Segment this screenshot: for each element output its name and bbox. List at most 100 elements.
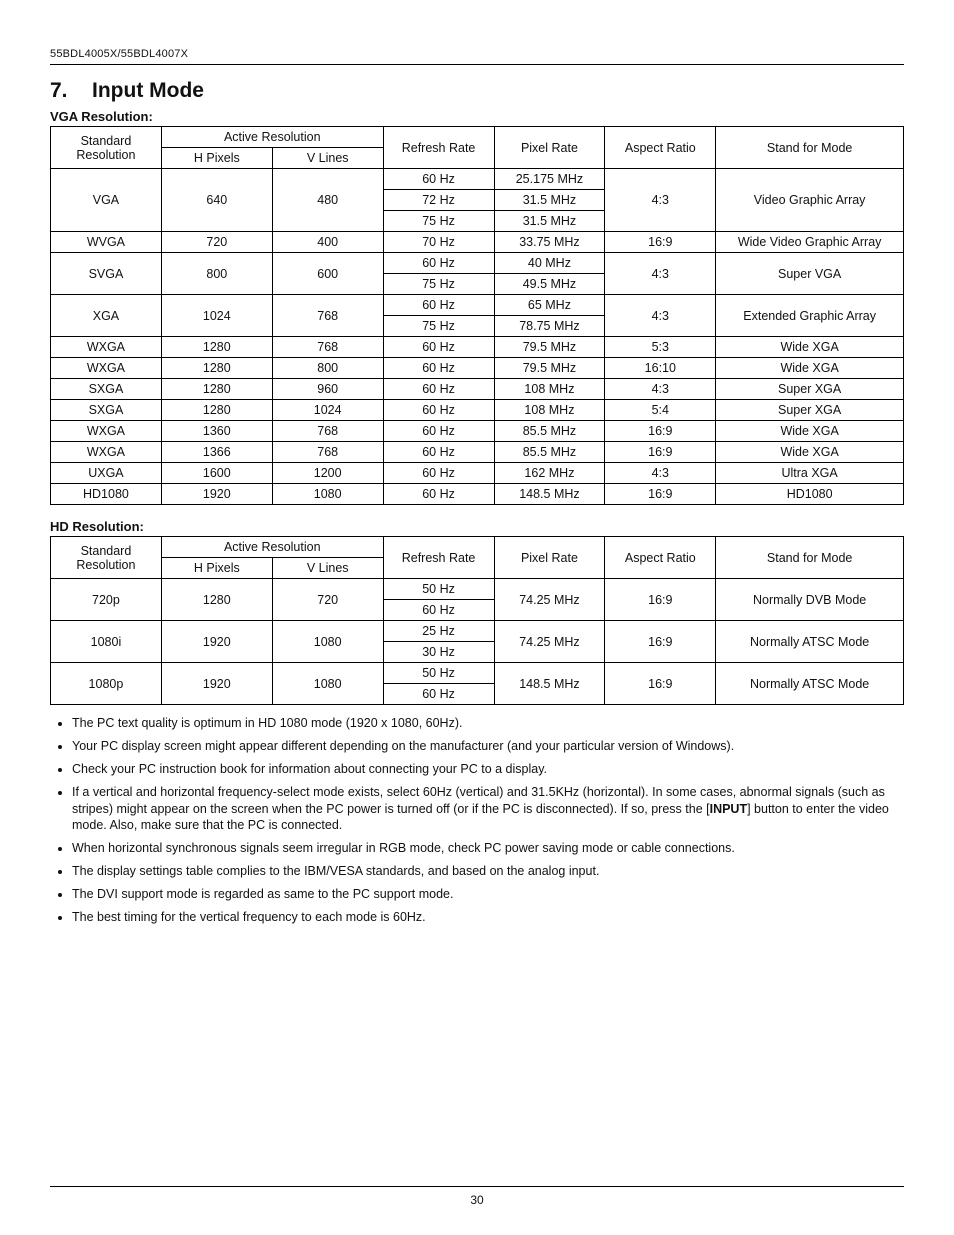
cell-hp: 640 — [161, 169, 272, 232]
cell-hp: 1920 — [161, 621, 272, 663]
cell-vl: 480 — [272, 169, 383, 232]
cell-rr: 60 Hz — [383, 295, 494, 316]
cell-pr: 31.5 MHz — [494, 190, 605, 211]
cell-rr: 60 Hz — [383, 421, 494, 442]
cell-std: WVGA — [51, 232, 162, 253]
cell-hp: 720 — [161, 232, 272, 253]
cell-ar: 16:9 — [605, 421, 716, 442]
cell-pr: 108 MHz — [494, 379, 605, 400]
vga-caption: VGA Resolution: — [50, 109, 904, 124]
table-row: HD10801920108060 Hz148.5 MHz16:9HD1080 — [51, 484, 904, 505]
cell-ar: 5:3 — [605, 337, 716, 358]
cell-hp: 800 — [161, 253, 272, 295]
cell-pr: 40 MHz — [494, 253, 605, 274]
cell-rr: 25 Hz — [383, 621, 494, 642]
cell-std: 1080p — [51, 663, 162, 705]
cell-std: UXGA — [51, 463, 162, 484]
cell-vl: 768 — [272, 421, 383, 442]
cell-ar: 16:10 — [605, 358, 716, 379]
cell-hp: 1280 — [161, 379, 272, 400]
cell-ar: 4:3 — [605, 295, 716, 337]
col-vlines: V Lines — [272, 148, 383, 169]
table-row: VGA64048060 Hz25.175 MHz4:3Video Graphic… — [51, 169, 904, 190]
section-title: 7.Input Mode — [50, 79, 904, 103]
cell-std: XGA — [51, 295, 162, 337]
cell-sm: Wide Video Graphic Array — [716, 232, 904, 253]
section-number: 7. — [50, 79, 92, 103]
cell-vl: 1080 — [272, 663, 383, 705]
cell-ar: 16:9 — [605, 663, 716, 705]
note-item: Your PC display screen might appear diff… — [72, 738, 904, 755]
cell-rr: 75 Hz — [383, 211, 494, 232]
cell-rr: 30 Hz — [383, 642, 494, 663]
cell-pr: 65 MHz — [494, 295, 605, 316]
table-row: SVGA80060060 Hz40 MHz4:3Super VGA — [51, 253, 904, 274]
table-row: WXGA128080060 Hz79.5 MHz16:10Wide XGA — [51, 358, 904, 379]
table-row: WXGA136676860 Hz85.5 MHz16:9Wide XGA — [51, 442, 904, 463]
col-pixel: Pixel Rate — [494, 127, 605, 169]
page-footer: 30 — [0, 1186, 954, 1207]
table-row: WXGA128076860 Hz79.5 MHz5:3Wide XGA — [51, 337, 904, 358]
cell-vl: 800 — [272, 358, 383, 379]
cell-ar: 4:3 — [605, 169, 716, 232]
col-stand: Stand for Mode — [716, 537, 904, 579]
table-row: WVGA72040070 Hz33.75 MHz16:9Wide Video G… — [51, 232, 904, 253]
col-stand: Stand for Mode — [716, 127, 904, 169]
col-aspect: Aspect Ratio — [605, 537, 716, 579]
table-row: SXGA128096060 Hz108 MHz4:3Super XGA — [51, 379, 904, 400]
cell-std: VGA — [51, 169, 162, 232]
cell-rr: 50 Hz — [383, 663, 494, 684]
cell-sm: Extended Graphic Array — [716, 295, 904, 337]
cell-ar: 16:9 — [605, 579, 716, 621]
cell-std: SXGA — [51, 379, 162, 400]
cell-std: 1080i — [51, 621, 162, 663]
vga-table: StandardResolutionActive ResolutionRefre… — [50, 126, 904, 505]
table-row: UXGA1600120060 Hz162 MHz4:3Ultra XGA — [51, 463, 904, 484]
cell-rr: 60 Hz — [383, 463, 494, 484]
cell-sm: HD1080 — [716, 484, 904, 505]
notes-list: The PC text quality is optimum in HD 108… — [50, 715, 904, 926]
cell-vl: 600 — [272, 253, 383, 295]
cell-vl: 1200 — [272, 463, 383, 484]
cell-std: 720p — [51, 579, 162, 621]
note-item: The PC text quality is optimum in HD 108… — [72, 715, 904, 732]
table-row: 720p128072050 Hz74.25 MHz16:9Normally DV… — [51, 579, 904, 600]
col-std-res: StandardResolution — [51, 127, 162, 169]
cell-sm: Normally ATSC Mode — [716, 663, 904, 705]
cell-rr: 60 Hz — [383, 442, 494, 463]
cell-ar: 16:9 — [605, 621, 716, 663]
col-vlines: V Lines — [272, 558, 383, 579]
cell-ar: 4:3 — [605, 253, 716, 295]
cell-rr: 60 Hz — [383, 684, 494, 705]
col-hpixels: H Pixels — [161, 148, 272, 169]
cell-sm: Super VGA — [716, 253, 904, 295]
cell-ar: 16:9 — [605, 442, 716, 463]
cell-ar: 5:4 — [605, 400, 716, 421]
cell-pr: 33.75 MHz — [494, 232, 605, 253]
cell-vl: 768 — [272, 337, 383, 358]
cell-vl: 400 — [272, 232, 383, 253]
col-std-res: StandardResolution — [51, 537, 162, 579]
cell-pr: 148.5 MHz — [494, 663, 605, 705]
cell-vl: 960 — [272, 379, 383, 400]
cell-sm: Super XGA — [716, 379, 904, 400]
cell-rr: 60 Hz — [383, 358, 494, 379]
cell-rr: 60 Hz — [383, 484, 494, 505]
cell-pr: 74.25 MHz — [494, 579, 605, 621]
note-item: The best timing for the vertical frequen… — [72, 909, 904, 926]
section-name: Input Mode — [92, 79, 204, 102]
cell-hp: 1280 — [161, 358, 272, 379]
cell-pr: 79.5 MHz — [494, 337, 605, 358]
cell-pr: 85.5 MHz — [494, 442, 605, 463]
cell-rr: 50 Hz — [383, 579, 494, 600]
cell-sm: Wide XGA — [716, 358, 904, 379]
cell-pr: 79.5 MHz — [494, 358, 605, 379]
cell-hp: 1280 — [161, 579, 272, 621]
col-refresh: Refresh Rate — [383, 127, 494, 169]
cell-ar: 4:3 — [605, 379, 716, 400]
hd-caption: HD Resolution: — [50, 519, 904, 534]
cell-std: SVGA — [51, 253, 162, 295]
note-item: If a vertical and horizontal frequency-s… — [72, 784, 904, 835]
cell-rr: 75 Hz — [383, 316, 494, 337]
cell-hp: 1600 — [161, 463, 272, 484]
